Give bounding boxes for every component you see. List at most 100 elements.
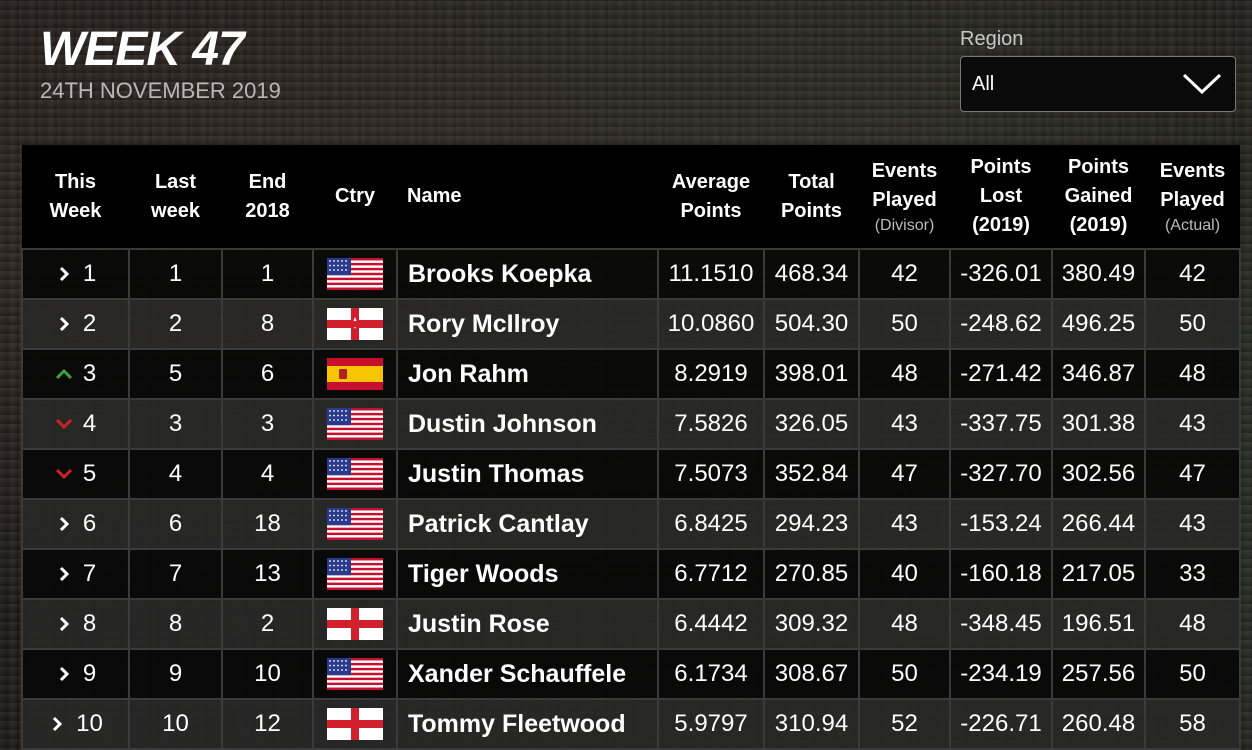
esp-flag-icon bbox=[327, 358, 383, 390]
chevron-right-icon[interactable] bbox=[55, 516, 73, 532]
cell-average-points: 6.8425 bbox=[657, 498, 765, 550]
col-points-lost[interactable]: Points Lost (2019) bbox=[950, 145, 1052, 249]
cell-points-gained: 301.38 bbox=[1051, 398, 1146, 450]
cell-end-2018: 3 bbox=[221, 398, 314, 450]
table-row[interactable]: 6 6 18 Patrick Cantlay 6.8425 294.23 43 -153.24… bbox=[21, 498, 1241, 550]
chevron-right-icon[interactable] bbox=[55, 666, 73, 682]
cell-last-week: 1 bbox=[128, 248, 223, 300]
cell-end-2018: 6 bbox=[221, 348, 314, 400]
player-name-link[interactable]: Patrick Cantlay bbox=[396, 498, 659, 550]
cell-events-divisor: 50 bbox=[858, 648, 951, 700]
player-name-link[interactable]: Xander Schauffele bbox=[396, 648, 659, 700]
chevron-right-icon[interactable] bbox=[55, 566, 73, 582]
table-row[interactable]: 1 1 1 Brooks Koepka 11.1510 468.34 42 -326.01 38… bbox=[21, 248, 1241, 300]
cell-events-divisor: 48 bbox=[858, 348, 951, 400]
cell-end-2018: 1 bbox=[221, 248, 314, 300]
cell-last-week: 6 bbox=[128, 498, 223, 550]
cell-this-week: 2 bbox=[21, 298, 130, 350]
cell-events-actual: 47 bbox=[1144, 448, 1241, 500]
table-row[interactable]: 2 2 8 Rory McIlroy 10.0860 504.30 50 -248.62 496… bbox=[21, 298, 1241, 350]
table-row[interactable]: 9 9 10 Xander Schauffele 6.1734 308.67 50 -234.… bbox=[21, 648, 1241, 700]
cell-country bbox=[312, 648, 398, 700]
cell-end-2018: 10 bbox=[221, 648, 314, 700]
rankings-table-container: This Week Last week End 2018 Ctry Name Aver… bbox=[21, 145, 1241, 750]
col-events-actual[interactable]: Events Played (Actual) bbox=[1145, 145, 1240, 249]
col-total-points[interactable]: Total Points bbox=[764, 145, 859, 249]
cell-last-week: 7 bbox=[128, 548, 223, 600]
cell-average-points: 5.9797 bbox=[657, 698, 765, 750]
nir-flag-icon bbox=[327, 308, 383, 340]
arrow-down-icon bbox=[55, 468, 72, 480]
cell-last-week: 8 bbox=[128, 598, 223, 650]
col-this-week[interactable]: This Week bbox=[22, 145, 129, 249]
cell-total-points: 309.32 bbox=[763, 598, 860, 650]
cell-events-actual: 43 bbox=[1144, 498, 1241, 550]
cell-country bbox=[312, 698, 398, 750]
player-name-link[interactable]: Dustin Johnson bbox=[396, 398, 659, 450]
cell-total-points: 294.23 bbox=[763, 498, 860, 550]
table-row[interactable]: 4 3 3 Dustin Johnson 7.5826 326.05 43 -337.75 30… bbox=[21, 398, 1241, 450]
cell-country bbox=[312, 448, 398, 500]
chevron-right-icon[interactable] bbox=[48, 716, 66, 732]
cell-events-divisor: 52 bbox=[858, 698, 951, 750]
player-name-link[interactable]: Rory McIlroy bbox=[396, 298, 659, 350]
cell-points-lost: -160.18 bbox=[949, 548, 1053, 600]
usa-flag-icon bbox=[327, 658, 383, 690]
col-end-2018[interactable]: End 2018 bbox=[222, 145, 313, 249]
cell-end-2018: 2 bbox=[221, 598, 314, 650]
cell-points-lost: -327.70 bbox=[949, 448, 1053, 500]
player-name-link[interactable]: Tiger Woods bbox=[396, 548, 659, 600]
cell-total-points: 468.34 bbox=[763, 248, 860, 300]
col-name[interactable]: Name bbox=[397, 145, 658, 249]
table-row[interactable]: 5 4 4 Justin Thomas 7.5073 352.84 47 -327.70 302… bbox=[21, 448, 1241, 500]
cell-last-week: 9 bbox=[128, 648, 223, 700]
col-average-points[interactable]: Average Points bbox=[658, 145, 764, 249]
cell-points-gained: 302.56 bbox=[1051, 448, 1146, 500]
chevron-right-icon[interactable] bbox=[55, 316, 73, 332]
rankings-table: This Week Last week End 2018 Ctry Name Aver… bbox=[21, 145, 1241, 750]
cell-events-actual: 42 bbox=[1144, 248, 1241, 300]
table-row[interactable]: 8 8 2 Justin Rose 6.4442 309.32 48 -348.45 196.5… bbox=[21, 598, 1241, 650]
player-name-link[interactable]: Justin Thomas bbox=[396, 448, 659, 500]
cell-events-divisor: 50 bbox=[858, 298, 951, 350]
cell-points-gained: 266.44 bbox=[1051, 498, 1146, 550]
cell-points-gained: 196.51 bbox=[1051, 598, 1146, 650]
cell-average-points: 8.2919 bbox=[657, 348, 765, 400]
player-name-link[interactable]: Brooks Koepka bbox=[396, 248, 659, 300]
col-points-gained[interactable]: Points Gained (2019) bbox=[1052, 145, 1145, 249]
table-header-row: This Week Last week End 2018 Ctry Name Aver… bbox=[22, 145, 1240, 249]
chevron-right-icon[interactable] bbox=[55, 616, 73, 632]
player-name-link[interactable]: Justin Rose bbox=[396, 598, 659, 650]
table-row[interactable]: 10 10 12 Tommy Fleetwood 5.9797 310.94 52 -226.… bbox=[21, 698, 1241, 750]
cell-average-points: 6.4442 bbox=[657, 598, 765, 650]
rank-value: 7 bbox=[82, 560, 97, 587]
cell-events-divisor: 48 bbox=[858, 598, 951, 650]
table-row[interactable]: 7 7 13 Tiger Woods 6.7712 270.85 40 -160.18 217.… bbox=[21, 548, 1241, 600]
cell-last-week: 4 bbox=[128, 448, 223, 500]
cell-country bbox=[312, 348, 398, 400]
cell-country bbox=[312, 498, 398, 550]
rank-value: 5 bbox=[82, 460, 97, 487]
cell-end-2018: 8 bbox=[221, 298, 314, 350]
cell-points-gained: 257.56 bbox=[1051, 648, 1146, 700]
cell-this-week: 10 bbox=[21, 698, 130, 750]
rank-value: 9 bbox=[82, 660, 97, 687]
col-ctry[interactable]: Ctry bbox=[313, 145, 397, 249]
col-events-divisor[interactable]: Events Played (Divisor) bbox=[859, 145, 950, 249]
cell-country bbox=[312, 598, 398, 650]
cell-points-lost: -326.01 bbox=[949, 248, 1053, 300]
cell-points-lost: -226.71 bbox=[949, 698, 1053, 750]
player-name-link[interactable]: Tommy Fleetwood bbox=[396, 698, 659, 750]
cell-country bbox=[312, 548, 398, 600]
player-name-link[interactable]: Jon Rahm bbox=[396, 348, 659, 400]
cell-this-week: 1 bbox=[21, 248, 130, 300]
cell-events-actual: 48 bbox=[1144, 348, 1241, 400]
cell-last-week: 3 bbox=[128, 398, 223, 450]
cell-events-actual: 58 bbox=[1144, 698, 1241, 750]
cell-points-lost: -337.75 bbox=[949, 398, 1053, 450]
rank-value: 3 bbox=[82, 360, 97, 387]
col-last-week[interactable]: Last week bbox=[129, 145, 222, 249]
region-dropdown[interactable]: All bbox=[960, 56, 1236, 112]
table-row[interactable]: 3 5 6 Jon Rahm 8.2919 398.01 48 -271.42 346.87 48 bbox=[21, 348, 1241, 400]
chevron-right-icon[interactable] bbox=[55, 266, 73, 282]
